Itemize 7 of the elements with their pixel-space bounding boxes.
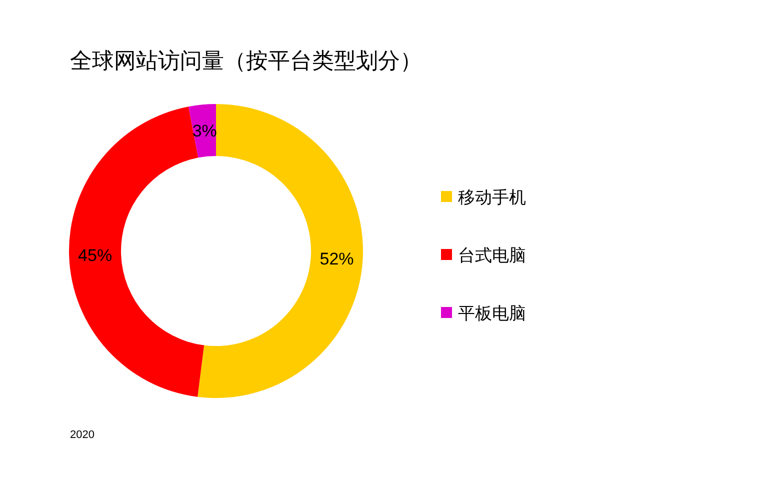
legend-label: 移动手机 xyxy=(458,188,526,207)
legend-label: 台式电脑 xyxy=(458,246,526,265)
data-label: 45% xyxy=(78,246,112,265)
data-label: 52% xyxy=(320,250,354,269)
legend-label: 平板电脑 xyxy=(458,304,526,323)
text: 2020 xyxy=(70,429,94,441)
chart-title: 全球网站访问量（按平台类型划分） xyxy=(70,48,422,73)
